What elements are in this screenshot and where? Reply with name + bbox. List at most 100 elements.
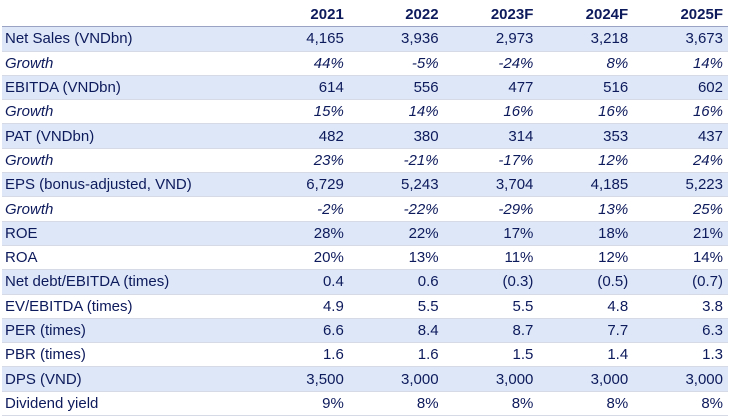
table-row: Growth 15% 14% 16% 16% 16% (2, 99, 728, 125)
row-label: Growth (2, 148, 254, 174)
row-label: Growth (2, 51, 254, 76)
row-value-cell: 1.6 (348, 342, 444, 368)
row-value-cell: 3,000 (348, 366, 444, 392)
row-value-cell: 602 (633, 75, 728, 101)
table-row: EV/EBITDA (times) 4.9 5.5 5.5 4.8 3.8 (2, 294, 728, 319)
row-value-cell: 44% (254, 51, 349, 76)
table-row: DPS (VND) 3,500 3,000 3,000 3,000 3,000 (2, 366, 728, 392)
table-row: Dividend yield 9% 8% 8% 8% 8% (2, 391, 728, 416)
row-value-cell: 15% (254, 99, 349, 125)
row-value-cell: 16% (443, 99, 539, 125)
row-value-cell: 4,165 (254, 26, 349, 52)
header-year-2022: 2022 (348, 0, 444, 28)
row-value-cell: 1.4 (538, 342, 634, 368)
row-label: Growth (2, 196, 254, 222)
header-year-2021: 2021 (254, 0, 349, 28)
row-value-cell: 23% (254, 148, 349, 174)
table-row: Growth 23% -21% -17% 12% 24% (2, 148, 728, 174)
row-label: PER (times) (2, 318, 254, 344)
header-row: 2021 2022 2023F 2024F 2025F (2, 0, 728, 28)
row-value-cell: 13% (538, 196, 634, 222)
row-value-cell: -17% (443, 148, 539, 174)
row-value-cell: -5% (348, 51, 444, 76)
row-value-cell: 3,218 (538, 26, 634, 52)
table-body: Net Sales (VNDbn) 4,165 3,936 2,973 3,218 3,6… (2, 26, 728, 416)
row-value-cell: 6,729 (254, 172, 349, 198)
table-row: ROA 20% 13% 11% 12% 14% (2, 245, 728, 271)
row-value-cell: 25% (633, 196, 728, 222)
row-value-cell: 3,936 (348, 26, 444, 52)
row-value-cell: 16% (538, 99, 634, 125)
row-value-cell: 4,185 (538, 172, 634, 198)
row-value-cell: 12% (538, 148, 634, 174)
table-row: Growth 44% -5% -24% 8% 14% (2, 51, 728, 76)
row-value-cell: 7.7 (538, 318, 634, 344)
row-value-cell: -24% (443, 51, 539, 76)
row-value-cell: 18% (538, 221, 634, 246)
table-row: PAT (VNDbn) 482 380 314 353 437 (2, 123, 728, 149)
row-value-cell: 6.6 (254, 318, 349, 344)
table-row: Net Sales (VNDbn) 4,165 3,936 2,973 3,218 3,6… (2, 26, 728, 52)
row-value-cell: -22% (348, 196, 444, 222)
row-label: Growth (2, 99, 254, 125)
header-label-cell (2, 0, 254, 28)
row-value-cell: 3,673 (633, 26, 728, 52)
row-value-cell: 0.6 (348, 269, 444, 295)
table-row: EBITDA (VNDbn) 614 556 477 516 602 (2, 75, 728, 101)
row-value-cell: 482 (254, 123, 349, 149)
row-value-cell: 556 (348, 75, 444, 101)
row-value-cell: 14% (633, 51, 728, 76)
row-value-cell: 0.4 (254, 269, 349, 295)
row-value-cell: 16% (633, 99, 728, 125)
row-value-cell: 5,243 (348, 172, 444, 198)
row-value-cell: 8% (348, 391, 444, 416)
row-value-cell: 9% (254, 391, 349, 416)
table-row: ROE 28% 22% 17% 18% 21% (2, 221, 728, 246)
table-row: Net debt/EBITDA (times) 0.4 0.6 (0.3) (0.5)(… (2, 269, 728, 295)
row-value-cell: 4.8 (538, 294, 634, 319)
table-row: EPS (bonus-adjusted, VND) 6,729 5,243 3,704… (2, 172, 728, 198)
row-value-cell: 8% (633, 391, 728, 416)
row-value-cell: 437 (633, 123, 728, 149)
row-value-cell: 3,000 (633, 366, 728, 392)
row-value-cell: -29% (443, 196, 539, 222)
row-value-cell: (0.3) (443, 269, 539, 295)
row-value-cell: 4.9 (254, 294, 349, 319)
row-value-cell: 516 (538, 75, 634, 101)
row-value-cell: 14% (348, 99, 444, 125)
row-value-cell: 24% (633, 148, 728, 174)
row-value-cell: 3,000 (538, 366, 634, 392)
row-value-cell: 8.7 (443, 318, 539, 344)
row-value-cell: 13% (348, 245, 444, 271)
row-value-cell: 22% (348, 221, 444, 246)
row-value-cell: 20% (254, 245, 349, 271)
row-value-cell: 314 (443, 123, 539, 149)
row-value-cell: 21% (633, 221, 728, 246)
header-year-2025f: 2025F (633, 0, 728, 28)
row-value-cell: 8.4 (348, 318, 444, 344)
row-label: ROE (2, 221, 254, 246)
row-value-cell: 1.3 (633, 342, 728, 368)
row-label: Net debt/EBITDA (times) (2, 269, 254, 295)
row-value-cell: 6.3 (633, 318, 728, 344)
row-label: DPS (VND) (2, 366, 254, 392)
row-value-cell: -2% (254, 196, 349, 222)
row-label: EBITDA (VNDbn) (2, 75, 254, 101)
row-value-cell: 3,000 (443, 366, 539, 392)
row-value-cell: 477 (443, 75, 539, 101)
row-label: EPS (bonus-adjusted, VND) (2, 172, 254, 198)
row-label: Dividend yield (2, 391, 254, 416)
row-value-cell: 1.5 (443, 342, 539, 368)
row-value-cell: 8% (443, 391, 539, 416)
row-value-cell: (0.5) (538, 269, 634, 295)
row-value-cell: 353 (538, 123, 634, 149)
table-row: PBR (times) 1.6 1.6 1.5 1.4 1.3 (2, 342, 728, 368)
table-row: Growth -2% -22% -29% 13% 25% (2, 196, 728, 222)
row-value-cell: 2,973 (443, 26, 539, 52)
row-value-cell: 5.5 (348, 294, 444, 319)
row-value-cell: 14% (633, 245, 728, 271)
row-value-cell: 12% (538, 245, 634, 271)
row-value-cell: 11% (443, 245, 539, 271)
row-label: Net Sales (VNDbn) (2, 26, 254, 52)
